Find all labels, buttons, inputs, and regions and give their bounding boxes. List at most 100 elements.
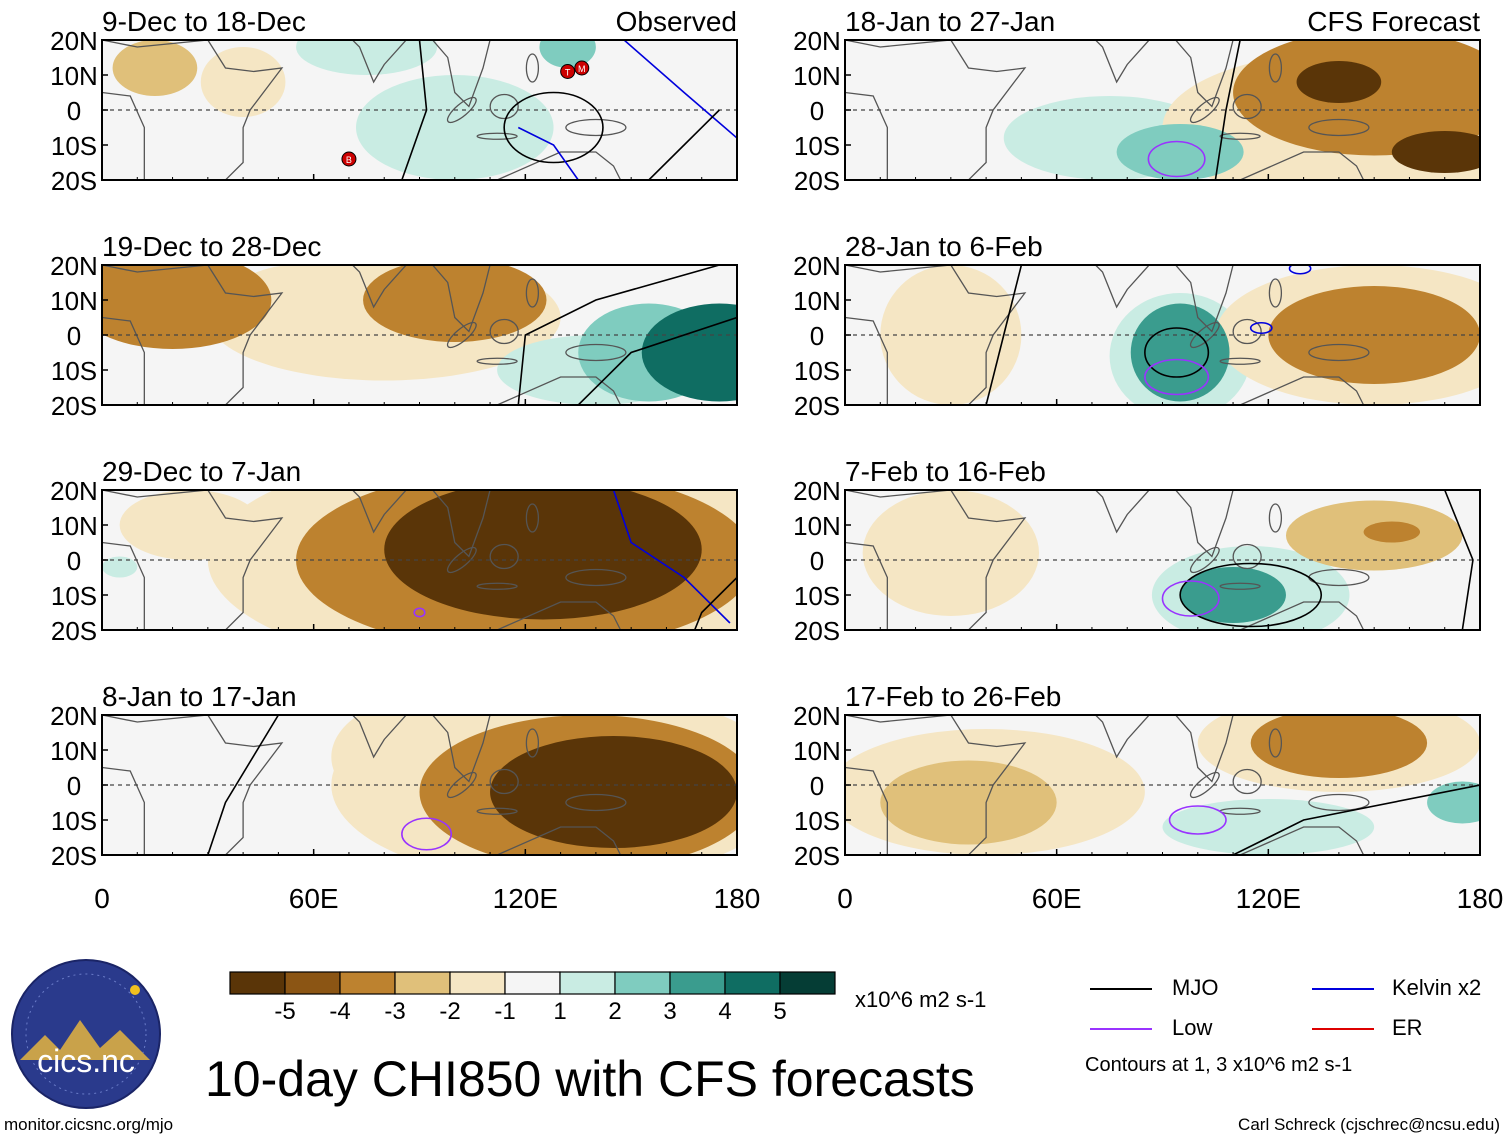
sumatra-coast bbox=[446, 771, 477, 799]
y-tick-label: 20S bbox=[51, 841, 97, 871]
low-contour bbox=[1147, 140, 1206, 178]
colorbar-tick-label: 3 bbox=[663, 998, 677, 1025]
y-tick-label: 0 bbox=[67, 771, 81, 801]
mjo_line-contour bbox=[1214, 40, 1241, 180]
anomaly-region bbox=[384, 490, 702, 620]
borneo-coast bbox=[489, 318, 519, 345]
author-credit: Carl Schreck (cjschrec@ncsu.edu) bbox=[1238, 1115, 1500, 1134]
storm-label: M bbox=[578, 64, 586, 74]
y-tick-label: 10S bbox=[51, 581, 97, 611]
anomaly-region bbox=[1162, 799, 1375, 855]
coastlines bbox=[102, 265, 627, 405]
colorbar-tick-label: 2 bbox=[608, 998, 622, 1025]
colorbar-units: x10^6 m2 s-1 bbox=[855, 987, 987, 1012]
borneo-coast bbox=[489, 543, 519, 570]
colorbar-swatch bbox=[724, 971, 781, 995]
seasia-coast bbox=[431, 265, 491, 333]
seasia-coast bbox=[1174, 265, 1234, 333]
source-url[interactable]: monitor.cicsnc.org/mjo bbox=[4, 1115, 174, 1134]
storm-label: T bbox=[565, 68, 571, 78]
y-tick-label: 10S bbox=[51, 131, 97, 161]
new-guinea-coast bbox=[1308, 343, 1370, 362]
anomaly-region bbox=[641, 303, 737, 402]
panel-title: 17-Feb to 26-Feb bbox=[845, 681, 1061, 712]
low-contour bbox=[413, 607, 426, 618]
contours bbox=[207, 715, 453, 855]
panel-title: 28-Jan to 6-Feb bbox=[845, 231, 1043, 262]
colorbar-tick-label: -5 bbox=[274, 998, 296, 1025]
legend-kelvin-label: Kelvin x2 bbox=[1392, 975, 1482, 1000]
y-tick-label: 10N bbox=[793, 286, 841, 316]
y-tick-label: 20N bbox=[793, 476, 841, 506]
y-tick-label: 20S bbox=[51, 616, 97, 646]
mjo-contour bbox=[1144, 327, 1210, 378]
philippines-coast bbox=[1268, 278, 1283, 308]
low-contour bbox=[1144, 358, 1210, 396]
new-guinea-coast bbox=[565, 793, 627, 812]
y-tick-label: 10N bbox=[793, 61, 841, 91]
india-coast bbox=[1094, 490, 1151, 534]
india-coast bbox=[1094, 40, 1151, 84]
philippines-coast bbox=[1268, 728, 1283, 758]
australia-coast bbox=[1239, 826, 1365, 855]
colorbar-swatch bbox=[779, 971, 836, 995]
anomaly-region bbox=[102, 265, 272, 349]
panel-title: 8-Jan to 17-Jan bbox=[102, 681, 297, 712]
mjo_line-contour bbox=[1443, 490, 1474, 630]
kelvin-contour bbox=[1249, 321, 1273, 335]
sumatra-coast bbox=[1189, 546, 1220, 574]
mjo_line-contour bbox=[648, 109, 720, 180]
mjo_line-contour bbox=[693, 576, 737, 630]
africa-coast bbox=[845, 265, 1027, 405]
shading-layer bbox=[112, 40, 737, 180]
coastlines bbox=[845, 715, 1370, 855]
legend-low-line bbox=[1090, 1028, 1152, 1030]
borneo-coast bbox=[1232, 93, 1262, 120]
panel-title: 19-Dec to 28-Dec bbox=[102, 231, 321, 262]
y-tick-label: 10N bbox=[793, 511, 841, 541]
borneo-coast bbox=[489, 768, 519, 795]
colorbar-tick-label: 5 bbox=[773, 998, 787, 1025]
panel-title: 29-Dec to 7-Jan bbox=[102, 456, 301, 487]
anomaly-region bbox=[880, 760, 1057, 845]
legend-er-label: ER bbox=[1392, 1015, 1423, 1040]
seasia-coast bbox=[1174, 715, 1234, 783]
contours bbox=[413, 490, 737, 630]
contours bbox=[1147, 40, 1241, 180]
australia-coast bbox=[496, 826, 622, 855]
y-tick-label: 20N bbox=[50, 251, 98, 281]
india-coast bbox=[351, 490, 408, 534]
y-tick-label: 10S bbox=[794, 356, 840, 386]
legend-mjo-label: MJO bbox=[1172, 975, 1219, 1000]
colorbar-swatch bbox=[339, 971, 396, 995]
coastlines bbox=[102, 490, 627, 630]
low-contour bbox=[1161, 580, 1220, 617]
anomaly-region bbox=[1180, 567, 1286, 623]
coastlines bbox=[845, 490, 1370, 630]
colorbar-tick-label: 1 bbox=[553, 998, 567, 1025]
contours bbox=[1161, 490, 1474, 630]
x-tick-label: 120E bbox=[1236, 883, 1301, 914]
anomaly-region bbox=[1116, 124, 1244, 180]
y-tick-label: 10S bbox=[51, 806, 97, 836]
contour-note: Contours at 1, 3 x10^6 m2 s-1 bbox=[1085, 1054, 1353, 1076]
sumatra-coast bbox=[1189, 96, 1220, 124]
colorbar-swatch bbox=[229, 971, 286, 995]
java-coast bbox=[476, 132, 518, 140]
y-tick-label: 20S bbox=[794, 391, 840, 421]
panel-title: 7-Feb to 16-Feb bbox=[845, 456, 1046, 487]
seasia-coast bbox=[1174, 40, 1234, 108]
y-tick-label: 0 bbox=[810, 546, 824, 576]
africa-coast bbox=[102, 265, 284, 405]
coastlines bbox=[845, 40, 1370, 180]
y-tick-label: 20S bbox=[51, 391, 97, 421]
australia-coast bbox=[496, 376, 622, 405]
anomaly-region bbox=[862, 490, 1040, 616]
x-tick-label: 0 bbox=[837, 883, 853, 914]
mjo_line-contour bbox=[985, 265, 1023, 405]
seasia-coast bbox=[431, 490, 491, 558]
legend-kelvin-line bbox=[1312, 988, 1374, 990]
sumatra-coast bbox=[446, 546, 477, 574]
colorbar-swatch bbox=[394, 971, 451, 995]
